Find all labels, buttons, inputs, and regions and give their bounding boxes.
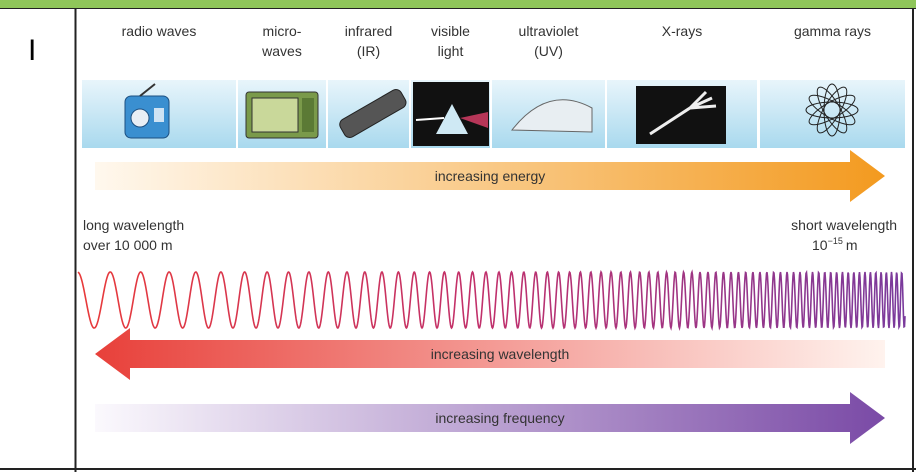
- base: 10: [812, 237, 828, 253]
- band-label: radio waves: [122, 23, 197, 39]
- wave: [78, 272, 905, 328]
- row-label: I: [28, 34, 36, 67]
- unit: m: [846, 237, 858, 253]
- band-label: waves: [261, 43, 302, 59]
- diagram: I increasing energy long wavelength: [0, 0, 916, 472]
- band-label: (UV): [534, 43, 563, 59]
- band-label: ultraviolet: [519, 23, 579, 39]
- image-tile: [760, 80, 905, 148]
- band-label: light: [438, 43, 464, 59]
- band-label: infrared: [345, 23, 392, 39]
- header-bar: [0, 0, 916, 8]
- short-end-label: short wavelength: [791, 217, 897, 233]
- long-end-label: long wavelength: [83, 217, 184, 233]
- long-end-label: over 10 000 m: [83, 237, 173, 253]
- band-label: X-rays: [662, 23, 702, 39]
- icon-microwave: [246, 92, 318, 138]
- arrow-label: increasing energy: [435, 168, 546, 184]
- icon-xray: [636, 86, 726, 144]
- icon-prism: [413, 82, 489, 146]
- band-label: (IR): [357, 43, 380, 59]
- image-row: [82, 80, 905, 148]
- exponent: −15: [828, 236, 843, 246]
- band-label: micro-: [263, 23, 302, 39]
- band-label: visible: [431, 23, 470, 39]
- arrow-label: increasing wavelength: [431, 346, 570, 362]
- arrow-label: increasing frequency: [435, 410, 564, 426]
- page: I increasing energy long wavelength: [0, 0, 916, 472]
- band-label: gamma rays: [794, 23, 871, 39]
